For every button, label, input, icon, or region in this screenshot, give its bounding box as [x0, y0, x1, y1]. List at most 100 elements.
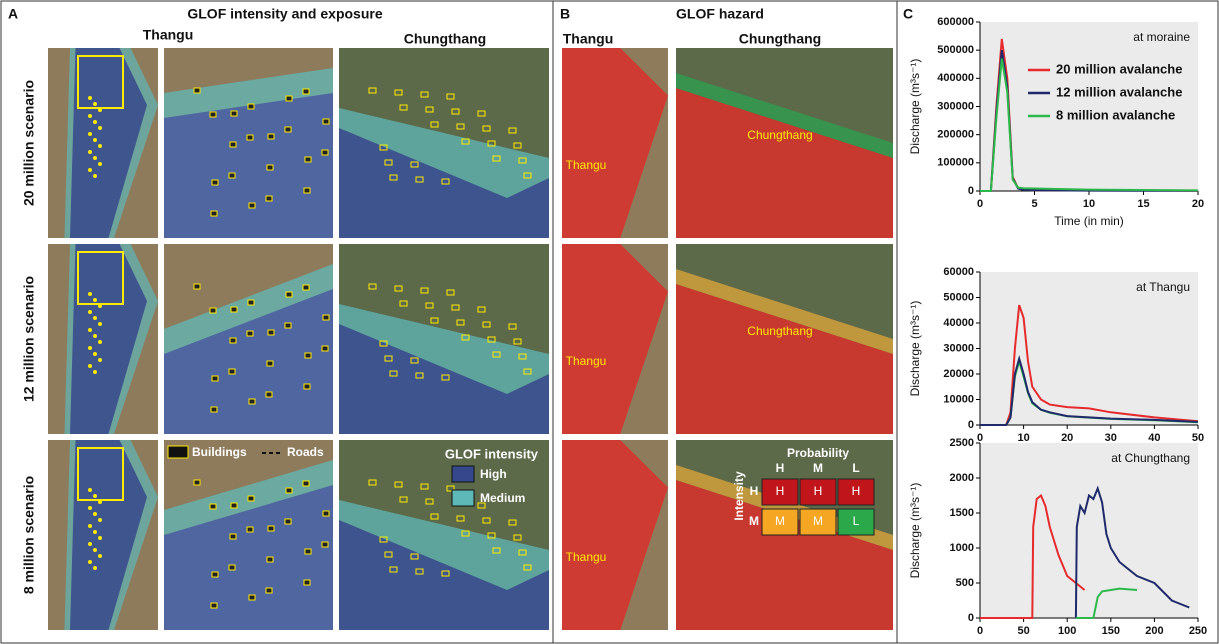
y-tick-label: 10000 [943, 393, 974, 405]
matrix-axis: Intensity [732, 471, 746, 521]
building [286, 488, 292, 493]
x-tick-label: 250 [1189, 625, 1207, 637]
matrix-column: H [776, 461, 785, 475]
building [322, 346, 328, 351]
building [98, 126, 102, 130]
matrix-column: M [813, 461, 823, 475]
building [88, 114, 92, 118]
building [286, 292, 292, 297]
building [230, 534, 236, 539]
building [231, 111, 237, 116]
building [93, 512, 97, 516]
building [88, 542, 92, 546]
y-axis-label: Discharge (m³s⁻¹) [908, 301, 922, 397]
x-tick-label: 0 [977, 198, 983, 210]
building [323, 315, 329, 320]
building [93, 102, 97, 106]
building [248, 300, 254, 305]
building [93, 120, 97, 124]
legend-title: GLOF intensity [445, 446, 539, 461]
building [210, 504, 216, 509]
building [249, 399, 255, 404]
building [93, 316, 97, 320]
building [194, 480, 200, 485]
building [304, 384, 310, 389]
map-label: Chungthang [747, 128, 812, 142]
y-tick-label: 50000 [943, 291, 974, 303]
building [249, 595, 255, 600]
building [212, 376, 218, 381]
map-label: Thangu [566, 354, 607, 368]
building [212, 572, 218, 577]
column-title: Chungthang [404, 31, 486, 47]
y-tick-label: 20000 [943, 368, 974, 380]
building [88, 488, 92, 492]
building [285, 127, 291, 132]
y-tick-label: 1000 [950, 542, 974, 554]
matrix-row: M [749, 514, 759, 528]
building [211, 603, 217, 608]
matrix-row: H [750, 484, 759, 498]
building [267, 557, 273, 562]
building [88, 364, 92, 368]
building [212, 180, 218, 185]
building [98, 358, 102, 362]
figure: A GLOF intensity and exposure Thangu Chu… [0, 0, 1219, 644]
matrix-cell-label: M [813, 514, 823, 528]
building [229, 369, 235, 374]
building [248, 104, 254, 109]
panel-title: GLOF hazard [676, 6, 764, 22]
building [93, 174, 97, 178]
x-tick-label: 150 [1102, 625, 1120, 637]
x-tick-label: 30 [1105, 432, 1117, 444]
building [93, 566, 97, 570]
x-tick-label: 50 [1017, 625, 1029, 637]
building [304, 580, 310, 585]
y-tick-label: 2500 [950, 437, 974, 449]
building [305, 157, 311, 162]
building [231, 307, 237, 312]
building [93, 370, 97, 374]
column-title: Chungthang [739, 31, 821, 47]
y-tick-label: 500 [956, 577, 974, 589]
building [229, 565, 235, 570]
building [88, 524, 92, 528]
building [98, 518, 102, 522]
plot-area [980, 443, 1198, 618]
building [210, 112, 216, 117]
y-tick-label: 60000 [943, 266, 974, 278]
matrix-cell-label: M [775, 514, 785, 528]
building [247, 527, 253, 532]
matrix-cell-label: H [776, 484, 785, 498]
building [267, 165, 273, 170]
x-tick-label: 200 [1145, 625, 1163, 637]
building [88, 560, 92, 564]
legend-label: Medium [480, 491, 525, 505]
annotation: at moraine [1133, 30, 1190, 44]
building [93, 352, 97, 356]
legend-swatch [168, 446, 188, 458]
building [98, 162, 102, 166]
building [93, 548, 97, 552]
legend-label: High [480, 467, 507, 481]
building [285, 323, 291, 328]
building [98, 340, 102, 344]
building [98, 144, 102, 148]
y-tick-label: 0 [968, 419, 974, 431]
y-tick-label: 600000 [937, 16, 974, 28]
y-tick-label: 0 [968, 612, 974, 624]
building [266, 588, 272, 593]
building [88, 150, 92, 154]
building [98, 108, 102, 112]
building [88, 310, 92, 314]
annotation: at Thangu [1136, 280, 1190, 294]
building [194, 284, 200, 289]
building [211, 407, 217, 412]
building [93, 530, 97, 534]
matrix-title: Probability [787, 446, 849, 460]
building [266, 392, 272, 397]
building [98, 322, 102, 326]
y-tick-label: 30000 [943, 342, 974, 354]
building [88, 346, 92, 350]
row-title: 20 million scenario [21, 80, 37, 206]
